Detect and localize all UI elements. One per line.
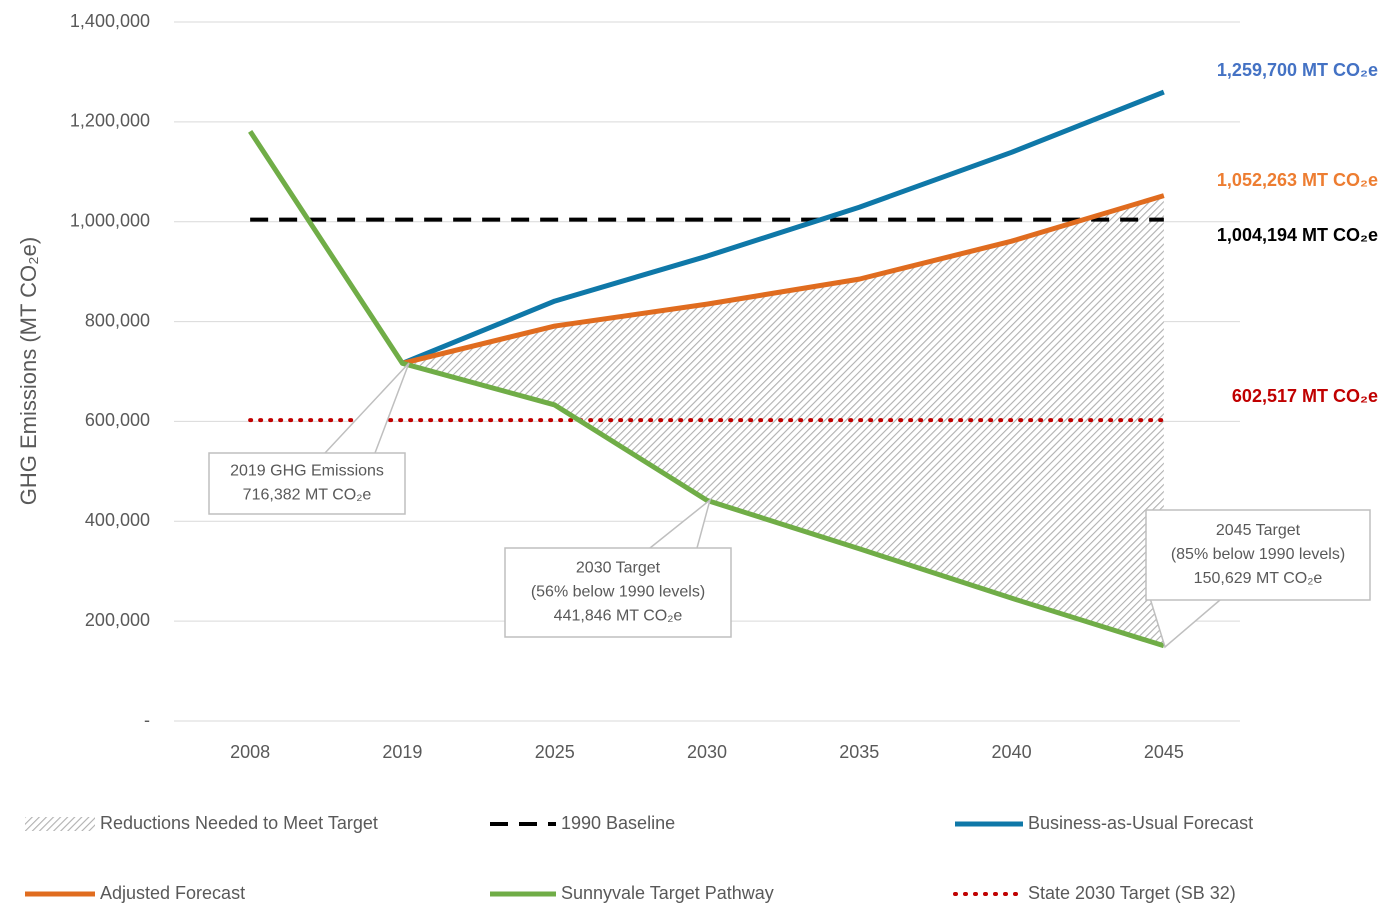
callout-pointer: [324, 362, 410, 454]
reduction-area: [402, 195, 1164, 646]
legend-label: Reductions Needed to Meet Target: [100, 813, 378, 833]
legend-label: State 2030 Target (SB 32): [1028, 883, 1236, 903]
y-tick-label: 200,000: [85, 610, 150, 630]
callout-text: 716,382 MT CO₂e: [243, 487, 372, 504]
y-tick-label: 1,000,000: [70, 210, 150, 230]
legend-swatch: [25, 817, 95, 831]
legend-label: 1990 Baseline: [561, 813, 675, 833]
x-tick-label: 2019: [382, 742, 422, 762]
y-tick-label: 800,000: [85, 310, 150, 330]
callout-box: [208, 452, 406, 515]
legend-label: Business-as-Usual Forecast: [1028, 813, 1253, 833]
callout-box: [504, 547, 732, 638]
x-tick-label: 2008: [230, 742, 270, 762]
y-tick-label: 1,400,000: [70, 11, 150, 31]
y-axis-label: GHG Emissions (MT CO₂e): [16, 237, 41, 506]
x-tick-label: 2030: [687, 742, 727, 762]
legend-label: Adjusted Forecast: [100, 883, 245, 903]
callout-box: [1145, 509, 1371, 601]
legend-label: Sunnyvale Target Pathway: [561, 883, 774, 903]
callout-text: 2045 Target: [1216, 522, 1301, 539]
y-tick-label: 600,000: [85, 410, 150, 430]
callout-text: 150,629 MT CO₂e: [1194, 570, 1323, 587]
x-tick-label: 2025: [535, 742, 575, 762]
callout-text: 2019 GHG Emissions: [230, 463, 384, 480]
x-tick-label: 2045: [1144, 742, 1184, 762]
callout-text: (85% below 1990 levels): [1171, 546, 1345, 563]
annotation: 1,004,194 MT CO₂e: [1217, 225, 1378, 245]
y-tick-label: 400,000: [85, 510, 150, 530]
callout-text: (56% below 1990 levels): [531, 584, 705, 601]
series-line: [248, 129, 1165, 649]
series-line: [401, 193, 1165, 366]
callout-text: 2030 Target: [576, 560, 661, 577]
y-tick-label: -: [144, 710, 150, 730]
x-tick-label: 2040: [992, 742, 1032, 762]
callout-pointer: [649, 497, 712, 549]
annotation: 1,259,700 MT CO₂e: [1217, 60, 1378, 80]
y-tick-label: 1,200,000: [70, 111, 150, 131]
annotation: 602,517 MT CO₂e: [1232, 386, 1378, 406]
series-line: [401, 89, 1165, 366]
callout-text: 441,846 MT CO₂e: [554, 608, 683, 625]
x-tick-label: 2035: [839, 742, 879, 762]
annotation: 1,052,263 MT CO₂e: [1217, 170, 1378, 190]
